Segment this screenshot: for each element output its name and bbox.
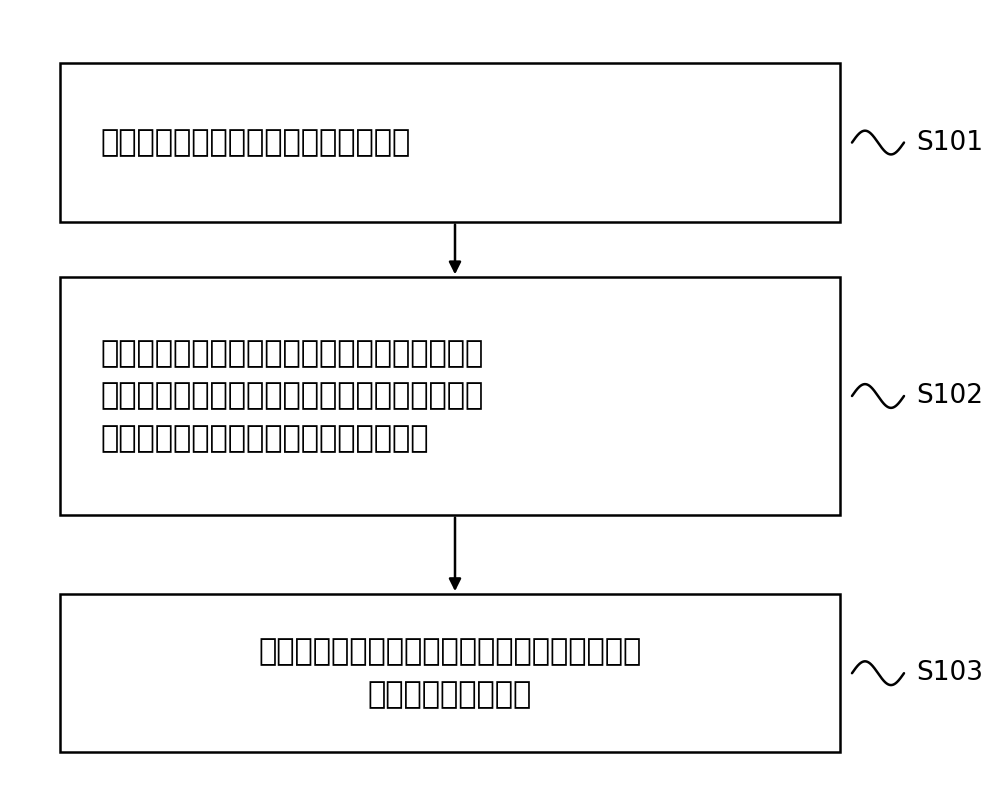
- Bar: [60, 277, 840, 515]
- Bar: [60, 594, 840, 752]
- Text: 获取充电站的周边业态的人流量数据；: 获取充电站的周边业态的人流量数据；: [100, 128, 410, 157]
- Text: 根据所述充电站中充电桩的现有数量与所述配置
数量确定迁移数量。: 根据所述充电站中充电桩的现有数量与所述配置 数量确定迁移数量。: [258, 638, 642, 709]
- Bar: [60, 63, 840, 222]
- Text: 将所述人流量数据输入充电桩配置模型，得到所
述充电站中充电桩的配置数量，所述充电桩配置
模型为通过梯度提升树算法构建得到的；: 将所述人流量数据输入充电桩配置模型，得到所 述充电站中充电桩的配置数量，所述充电…: [100, 339, 483, 453]
- Text: S103: S103: [916, 661, 983, 686]
- Text: S102: S102: [916, 383, 983, 409]
- Text: S101: S101: [916, 130, 983, 155]
